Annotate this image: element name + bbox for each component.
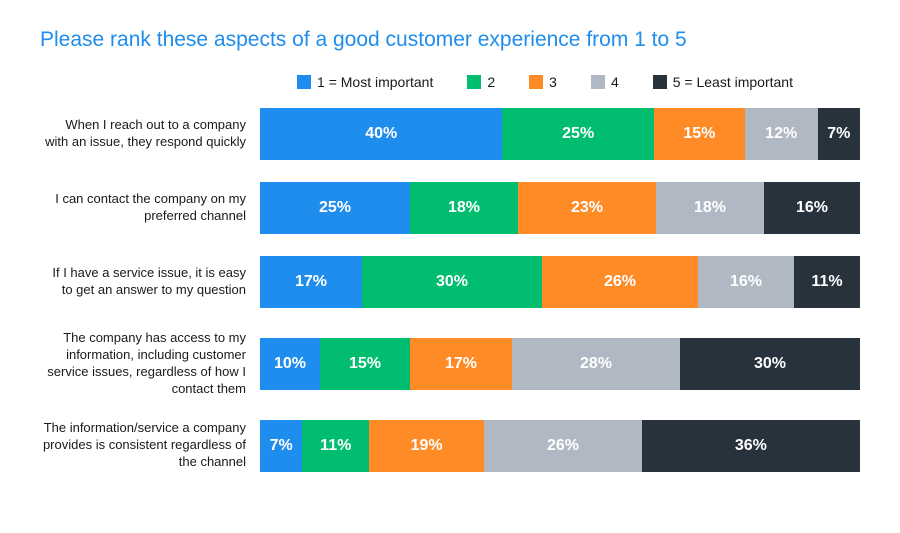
bar-segment: 36%	[642, 420, 860, 472]
bar-segment: 17%	[260, 256, 362, 308]
bar-segment: 10%	[260, 338, 320, 390]
bar-segment: 16%	[698, 256, 794, 308]
row-label: If I have a service issue, it is easy to…	[40, 265, 260, 299]
legend-item: 3	[529, 74, 557, 90]
chart-row: If I have a service issue, it is easy to…	[40, 256, 860, 308]
bar-segment: 30%	[362, 256, 542, 308]
chart-row: I can contact the company on my preferre…	[40, 182, 860, 234]
row-bar: 10%15%17%28%30%	[260, 338, 860, 390]
legend-swatch-icon	[297, 75, 311, 89]
legend-label: 5 = Least important	[673, 74, 793, 90]
bar-segment: 7%	[260, 420, 302, 472]
legend-label: 2	[487, 74, 495, 90]
legend-swatch-icon	[529, 75, 543, 89]
row-label: The information/service a company provid…	[40, 420, 260, 471]
chart-row: When I reach out to a company with an is…	[40, 108, 860, 160]
row-bar: 17%30%26%16%11%	[260, 256, 860, 308]
legend-label: 4	[611, 74, 619, 90]
legend-item: 4	[591, 74, 619, 90]
bar-segment: 15%	[654, 108, 745, 160]
bar-segment: 16%	[764, 182, 860, 234]
legend-swatch-icon	[591, 75, 605, 89]
row-bar: 25%18%23%18%16%	[260, 182, 860, 234]
bar-segment: 26%	[542, 256, 698, 308]
bar-segment: 18%	[656, 182, 764, 234]
bar-segment: 18%	[410, 182, 518, 234]
bar-segment: 15%	[320, 338, 410, 390]
bar-segment: 17%	[410, 338, 512, 390]
row-bar: 40%25%15%12%7%	[260, 108, 860, 160]
bar-segment: 25%	[502, 108, 654, 160]
bar-segment: 26%	[484, 420, 642, 472]
legend-label: 1 = Most important	[317, 74, 433, 90]
row-label: The company has access to my information…	[40, 330, 260, 398]
legend-swatch-icon	[653, 75, 667, 89]
row-label: When I reach out to a company with an is…	[40, 117, 260, 151]
legend-swatch-icon	[467, 75, 481, 89]
bar-segment: 11%	[794, 256, 860, 308]
row-label: I can contact the company on my preferre…	[40, 191, 260, 225]
bar-segment: 40%	[260, 108, 502, 160]
legend-item: 1 = Most important	[297, 74, 433, 90]
bar-segment: 11%	[302, 420, 369, 472]
chart-title: Please rank these aspects of a good cust…	[40, 28, 860, 52]
bar-segment: 25%	[260, 182, 410, 234]
bar-segment: 28%	[512, 338, 680, 390]
legend-item: 5 = Least important	[653, 74, 793, 90]
legend-label: 3	[549, 74, 557, 90]
bar-segment: 12%	[745, 108, 818, 160]
legend-item: 2	[467, 74, 495, 90]
bar-segment: 19%	[369, 420, 484, 472]
bar-segment: 7%	[818, 108, 860, 160]
chart-row: The information/service a company provid…	[40, 420, 860, 472]
chart-row: The company has access to my information…	[40, 330, 860, 398]
bar-segment: 23%	[518, 182, 656, 234]
row-bar: 7%11%19%26%36%	[260, 420, 860, 472]
chart-rows: When I reach out to a company with an is…	[40, 108, 860, 472]
bar-segment: 30%	[680, 338, 860, 390]
chart-legend: 1 = Most important 2 3 4 5 = Least important	[230, 74, 860, 90]
